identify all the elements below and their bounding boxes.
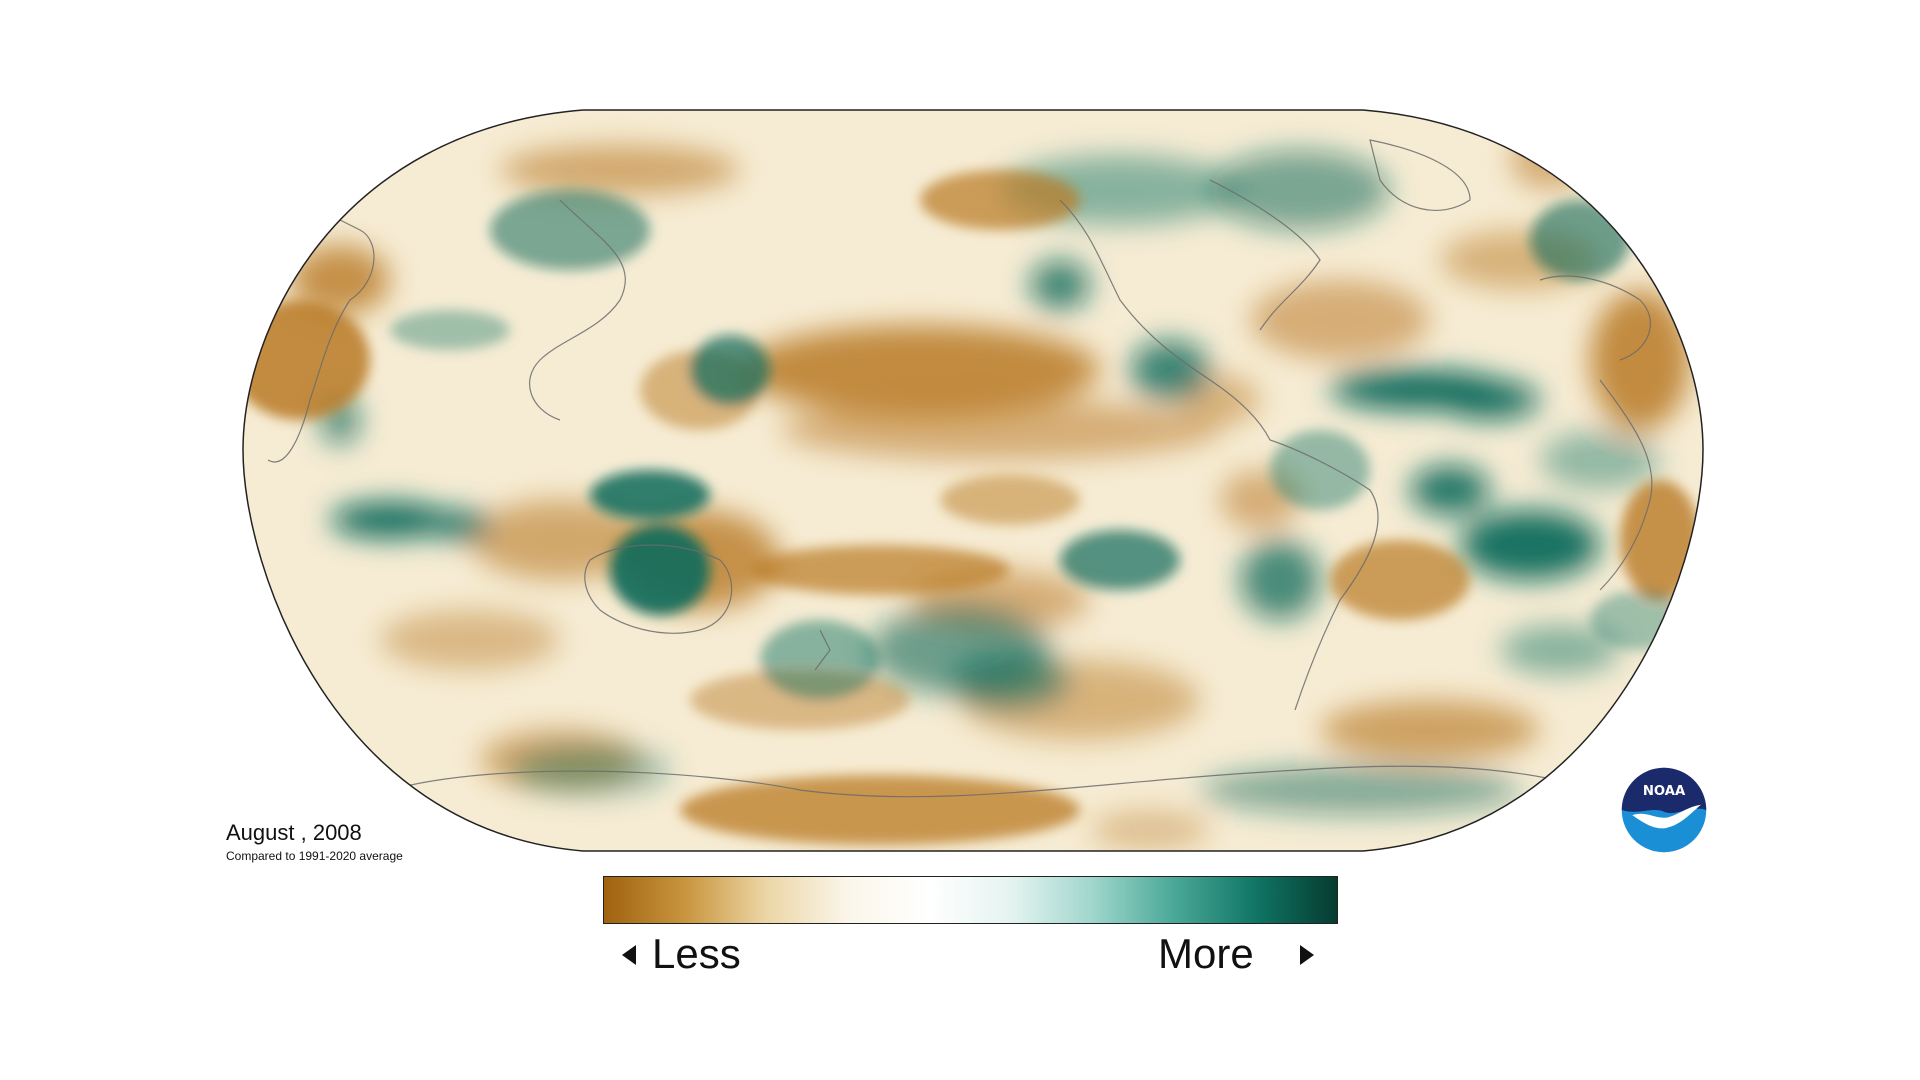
logo-bird	[1632, 804, 1701, 829]
dry-anomaly-patch	[1510, 130, 1590, 190]
dry-anomaly-patch	[940, 475, 1080, 525]
wet-anomaly-patch	[1060, 530, 1180, 590]
wet-anomaly-patch	[1530, 200, 1630, 280]
dry-anomaly-patch	[1320, 700, 1540, 760]
wet-anomaly-patch	[690, 335, 770, 405]
coastline	[1369, 139, 1471, 211]
dry-anomaly-patch	[1590, 290, 1690, 430]
dry-anomaly-patch	[500, 145, 740, 195]
dry-anomaly-patch	[1620, 480, 1700, 600]
dry-anomaly-patch	[290, 245, 390, 315]
wet-anomaly-patch	[1210, 150, 1390, 230]
dry-anomaly-patch	[740, 325, 1100, 415]
dry-anomaly-patch	[243, 300, 370, 420]
coastline	[1269, 439, 1379, 711]
wet-anomaly-patch	[1240, 540, 1320, 620]
wet-anomaly-patch	[430, 510, 490, 540]
map-field	[243, 110, 1703, 851]
wet-anomaly-patch	[1200, 765, 1520, 815]
map-subtitle: Compared to 1991-2020 average	[226, 849, 403, 863]
dry-anomaly-patch	[920, 170, 1080, 230]
coastline	[584, 544, 733, 634]
dry-anomaly-patch	[380, 610, 560, 670]
map-title: August , 2008	[226, 820, 362, 845]
left-arrow-icon	[622, 945, 636, 965]
wet-anomaly-patch	[1500, 625, 1620, 675]
coastline	[1599, 379, 1653, 591]
wet-anomaly-patch	[950, 650, 1070, 710]
dry-anomaly-patch	[1090, 810, 1210, 850]
coastline	[814, 629, 831, 671]
wet-anomaly-patch	[1030, 260, 1090, 310]
wet-anomaly-patch	[1410, 465, 1490, 515]
coastline	[1539, 275, 1651, 361]
legend-less-label: Less	[652, 930, 741, 977]
dry-anomaly-patch	[680, 775, 1080, 845]
dry-anomaly-patch	[1250, 280, 1430, 360]
coastline	[389, 765, 1621, 801]
dry-anomaly-patch	[1330, 540, 1470, 620]
wet-anomaly-patch	[1440, 380, 1540, 420]
wet-anomaly-patch	[1590, 590, 1690, 650]
wet-anomaly-patch	[590, 470, 710, 520]
logo-top-half	[1621, 767, 1707, 814]
wet-anomaly-patch	[760, 620, 880, 700]
right-arrow-icon	[1300, 945, 1314, 965]
wet-anomaly-patch	[510, 745, 670, 795]
wet-anomaly-patch	[330, 502, 450, 538]
wet-anomaly-patch	[1130, 340, 1210, 400]
legend-more-label: More	[1158, 930, 1254, 977]
wet-anomaly-patch	[1460, 510, 1600, 580]
coastline	[1059, 199, 1271, 441]
noaa-logo: NOAA	[1621, 767, 1707, 853]
wet-anomaly-patch	[390, 310, 510, 350]
map-frame	[242, 109, 1704, 852]
wet-anomaly-patch	[610, 525, 710, 615]
logo-text: NOAA	[1643, 784, 1686, 799]
coastline	[529, 199, 626, 421]
wet-anomaly-patch	[490, 190, 650, 270]
dry-anomaly-patch	[470, 500, 650, 580]
dry-anomaly-patch	[750, 545, 1010, 595]
color-scale-bar	[603, 876, 1338, 924]
coastline	[1209, 179, 1321, 331]
wet-anomaly-patch	[1270, 430, 1370, 510]
wet-anomaly-patch	[1540, 430, 1660, 490]
dry-anomaly-patch	[780, 400, 1220, 460]
